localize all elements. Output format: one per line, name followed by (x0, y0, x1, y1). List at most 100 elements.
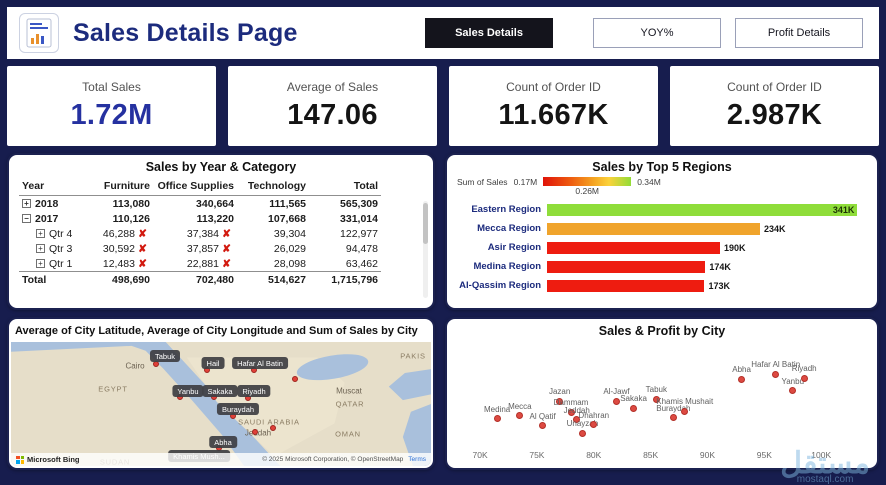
map-land-saudi (186, 357, 345, 457)
tab-yoy[interactable]: YOY% (593, 18, 721, 48)
cell-value: 94,478 (345, 242, 378, 255)
bar[interactable] (547, 241, 720, 254)
bar-chart: Eastern Region 341K Mecca Region 234K As… (447, 197, 877, 295)
map-gulf-of-oman (388, 369, 431, 401)
bing-map[interactable]: Cairo EGYPT SUDAN PAKIS Muscat QATAR SAU… (11, 342, 431, 466)
point-dot (578, 429, 586, 437)
table-row-qtr1[interactable]: + Qtr 1 12,483 ✘ 22,881 ✘ 28,098 63,462 (19, 256, 381, 272)
bar-value: 190K (723, 242, 746, 253)
table-row-qtr4[interactable]: + Qtr 4 46,288 ✘ 37,384 ✘ 39,304 122,977 (19, 226, 381, 241)
table-row-2017[interactable]: −2017 110,126 113,220 107,668 331,014 (19, 211, 381, 226)
table-row-2018[interactable]: +2018 113,080 340,664 111,565 565,309 (19, 196, 381, 212)
legend-mid: 0.26M (575, 186, 599, 196)
cell-value: 63,462 (345, 257, 378, 270)
expand-icon[interactable]: + (36, 243, 45, 253)
column-header[interactable]: Office Supplies (153, 178, 237, 196)
kpi-card-total-sales[interactable]: Total Sales 1.72M (7, 66, 216, 146)
table-row-qtr3[interactable]: + Qtr 3 30,592 ✘ 37,857 ✘ 26,029 94,478 (19, 241, 381, 256)
expand-icon[interactable]: + (36, 228, 45, 238)
map-data-point[interactable] (292, 376, 298, 382)
map-data-point[interactable] (270, 425, 276, 431)
bar[interactable] (547, 222, 760, 235)
point-dot (738, 375, 746, 383)
panel-title: Sales by Year & Category (145, 160, 297, 174)
row-label: Qtr 4 (49, 227, 73, 240)
bar-value: 341K (832, 204, 855, 215)
vertical-scrollbar[interactable] (423, 201, 428, 298)
bar[interactable] (547, 279, 705, 292)
kpi-card-average-sales[interactable]: Average of Sales 147.06 (228, 66, 437, 146)
bar-row-mecca: Mecca Region 234K (453, 219, 867, 238)
bar[interactable] (547, 260, 706, 273)
tab-sales-details[interactable]: Sales Details (425, 18, 553, 48)
point-dot (590, 421, 598, 429)
map-city-pill-riyadh: Riyadh (237, 385, 271, 397)
point-dot (573, 416, 581, 424)
point-dot (669, 414, 677, 422)
kpi-label: Total Sales (82, 80, 141, 94)
kpi-value: 1.72M (70, 99, 153, 131)
cell-value: 46,288 (102, 227, 135, 240)
report-icon (19, 13, 59, 53)
panel-title: Average of City Latitude, Average of Cit… (15, 325, 418, 337)
column-header[interactable]: Year (19, 178, 77, 196)
point-label: Medina (483, 404, 511, 414)
map-city-pill-sakaka: Sakaka (202, 385, 238, 397)
map-city-pill-hafar-al-batin: Hafar Al Batin (232, 357, 288, 369)
legend-max: 0.34M (637, 177, 661, 187)
map-city-pill-yanbu: Yanbu (172, 385, 204, 397)
bar[interactable]: 341K (547, 203, 858, 216)
map-label-cairo: Cairo (125, 361, 145, 371)
kpi-card-order-count-2[interactable]: Count of Order ID 2.987K (670, 66, 879, 146)
cell-value: 331,014 (340, 212, 378, 225)
status-x-icon: ✘ (222, 257, 231, 270)
point-label: Tabuk (645, 385, 667, 395)
map-copyright: © 2025 Microsoft Corporation, © OpenStre… (262, 456, 426, 463)
legend-label: Sum of Sales (457, 177, 508, 187)
map-label-muscat: Muscat (336, 386, 362, 396)
point-dot (567, 408, 575, 416)
map-data-point[interactable] (252, 429, 258, 435)
bar-row-al-qassim: Al-Qassim Region 173K (453, 276, 867, 295)
cell-value: 28,098 (273, 257, 306, 270)
status-x-icon: ✘ (138, 257, 147, 270)
point-label: Riyadh (791, 364, 817, 374)
cell-value: 107,668 (268, 212, 306, 225)
x-axis-tick: 70K (472, 450, 488, 460)
terms-link[interactable]: Terms (408, 456, 426, 463)
column-header[interactable]: Total (309, 178, 381, 196)
bar-label: Eastern Region (471, 204, 541, 215)
collapse-icon[interactable]: − (22, 213, 31, 223)
scrollbar-thumb[interactable] (423, 203, 428, 244)
x-axis-tick: 80K (586, 450, 602, 460)
kpi-label: Average of Sales (286, 80, 379, 94)
sales-matrix-table: Year Furniture Office Supplies Technolog… (19, 178, 381, 287)
nav-buttons: Sales Details YOY% Profit Details (425, 18, 867, 48)
expand-icon[interactable]: + (36, 258, 45, 268)
point-label: Khamis Mushait (656, 397, 714, 407)
x-axis-tick: 85K (643, 450, 659, 460)
cell-value: 514,627 (268, 273, 306, 286)
cell-value: 565,309 (340, 197, 378, 210)
kpi-label: Count of Order ID (727, 80, 822, 94)
expand-icon[interactable]: + (22, 198, 31, 208)
kpi-card-order-count-1[interactable]: Count of Order ID 11.667K (449, 66, 658, 146)
kpi-value: 2.987K (726, 99, 823, 131)
column-header[interactable]: Furniture (77, 178, 153, 196)
page-title: Sales Details Page (73, 18, 298, 47)
cell-value: 37,384 (186, 227, 219, 240)
cell-value: 1,715,796 (331, 273, 378, 286)
tab-profit-details[interactable]: Profit Details (735, 18, 863, 48)
column-header[interactable]: Technology (237, 178, 309, 196)
point-dot (539, 422, 547, 430)
kpi-label: Count of Order ID (506, 80, 601, 94)
panel-city-map: Average of City Latitude, Average of Cit… (7, 317, 435, 470)
microsoft-logo-icon (16, 455, 24, 464)
map-label-pakistan: PAKIS (400, 351, 426, 361)
legend-min: 0.17M (513, 177, 538, 187)
cell-value: 26,029 (273, 242, 306, 255)
point-label: Al Qatif (529, 411, 556, 421)
status-x-icon: ✘ (138, 227, 147, 240)
map-label-saudi-arabia: SAUDI ARABIA (238, 417, 300, 427)
table-row-total[interactable]: Total 498,690 702,480 514,627 1,715,796 (19, 271, 381, 287)
